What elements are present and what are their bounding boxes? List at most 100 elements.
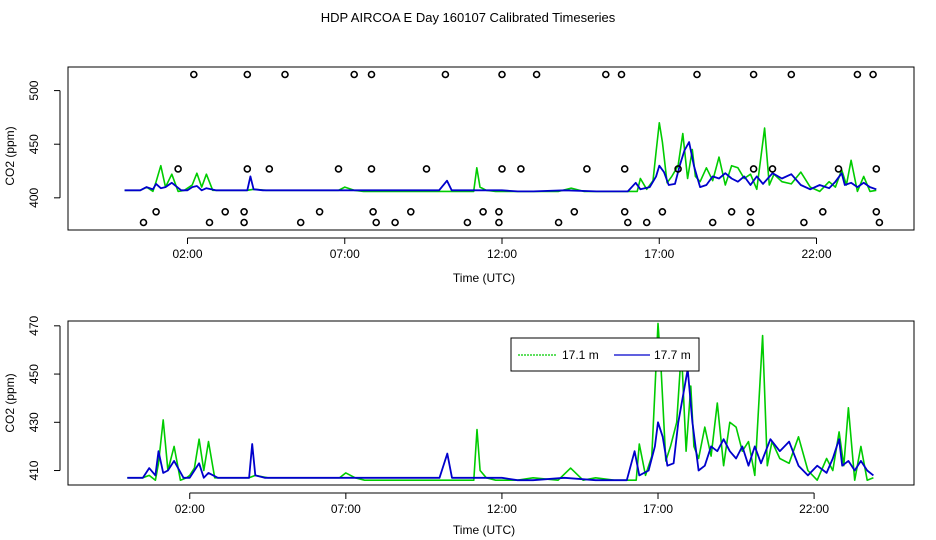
top-marker-point	[174, 165, 182, 173]
top-marker-point	[658, 208, 667, 216]
top-marker-point	[372, 218, 381, 227]
top-marker-point	[746, 208, 755, 216]
top-marker-point	[139, 218, 148, 227]
top-marker-point	[749, 165, 758, 173]
bottom-x-tick-label: 07:00	[331, 502, 361, 516]
top-y-tick-label: 450	[27, 134, 41, 154]
top-marker-point	[853, 70, 862, 79]
top-marker-point	[190, 70, 198, 79]
bottom-y-tick-label: 410	[27, 460, 41, 480]
top-y-tick-label: 500	[27, 80, 41, 100]
top-marker-point	[315, 208, 324, 216]
top-marker-point	[601, 70, 610, 79]
top-marker-point	[818, 208, 827, 216]
bottom-y-tick-label: 450	[27, 364, 41, 384]
top-marker-point	[350, 70, 359, 79]
top-marker-point	[495, 208, 503, 216]
top-marker-point	[281, 70, 289, 79]
top-marker-point	[221, 208, 229, 216]
top-marker-point	[768, 165, 777, 173]
top-marker-point	[869, 70, 877, 79]
top-markers-group	[139, 70, 884, 227]
top-marker-point	[334, 165, 343, 173]
bottom-y-tick-label: 470	[27, 315, 41, 335]
bottom-y-axis: 410 430 450 470	[27, 315, 61, 481]
top-marker-point	[570, 208, 579, 216]
top-marker-point	[617, 70, 626, 79]
top-marker-point	[498, 165, 506, 173]
top-marker-point	[243, 165, 252, 173]
bottom-panel: 02:00 07:00 12:00 17:00 22:00 410 430 450 470 T…	[3, 315, 915, 537]
top-y-tick-label: 400	[27, 187, 41, 207]
bottom-x-tick-label: 17:00	[643, 502, 673, 516]
top-marker-point	[787, 70, 796, 79]
top-y-axis: 400 450 500	[27, 80, 61, 208]
legend: 17.1 m 17.7 m	[510, 337, 700, 372]
top-marker-point	[498, 70, 506, 79]
legend-label-series-1: 17.1 m	[562, 348, 599, 362]
top-x-axis: 02:00 07:00 12:00 17:00 22:00	[172, 237, 832, 261]
bottom-y-axis-label: CO2 (ppm)	[3, 373, 17, 432]
top-marker-point	[583, 165, 591, 173]
top-marker-point	[495, 218, 503, 227]
figure-title: HDP AIRCOA E Day 160107 Calibrated Times…	[321, 10, 616, 25]
bottom-x-tick-label: 22:00	[799, 502, 829, 516]
top-marker-point	[746, 218, 755, 227]
bottom-plot-frame	[67, 320, 915, 486]
bottom-x-tick-label: 02:00	[175, 502, 205, 516]
top-marker-point	[406, 208, 415, 216]
bottom-x-axis: 02:00 07:00 12:00 17:00 22:00	[175, 492, 829, 516]
bottom-x-axis-label: Time (UTC)	[453, 523, 515, 537]
top-plot-frame	[67, 66, 915, 231]
top-marker-point	[240, 218, 248, 227]
bottom-x-tick-label: 12:00	[487, 502, 517, 516]
bottom-y-tick-label: 430	[27, 412, 41, 432]
top-marker-point	[554, 218, 563, 227]
top-series-2-line	[124, 141, 877, 193]
top-marker-point	[532, 70, 541, 79]
top-y-axis-label: CO2 (ppm)	[3, 126, 17, 185]
top-marker-point	[727, 208, 736, 216]
legend-label-series-2: 17.7 m	[654, 348, 691, 362]
top-marker-point	[620, 208, 629, 216]
top-x-axis-label: Time (UTC)	[453, 271, 515, 285]
bottom-series-2-line	[127, 368, 874, 482]
top-marker-point	[708, 218, 717, 227]
top-marker-point	[243, 70, 252, 79]
top-panel: 02:00 07:00 12:00 17:00 22:00 400 450 500 Time…	[3, 66, 915, 285]
top-x-tick-label: 12:00	[487, 247, 517, 261]
top-marker-point	[205, 218, 214, 227]
top-marker-point	[674, 165, 682, 173]
top-marker-point	[623, 218, 632, 227]
top-marker-point	[834, 165, 843, 173]
top-marker-point	[391, 218, 399, 227]
top-marker-point	[240, 208, 248, 216]
top-series-group	[124, 122, 877, 193]
top-x-tick-label: 22:00	[801, 247, 831, 261]
top-series-1-line	[124, 122, 877, 193]
top-marker-point	[367, 70, 376, 79]
bottom-series-1-line	[127, 322, 874, 482]
top-marker-point	[875, 218, 884, 227]
bottom-series-group	[127, 322, 874, 482]
top-x-tick-label: 02:00	[172, 247, 202, 261]
top-marker-point	[800, 218, 808, 227]
top-marker-point	[693, 70, 701, 79]
top-marker-point	[422, 165, 431, 173]
top-marker-point	[479, 208, 487, 216]
top-marker-point	[367, 165, 376, 173]
top-marker-point	[296, 218, 305, 227]
top-marker-point	[749, 70, 758, 79]
top-marker-point	[265, 165, 274, 173]
top-marker-point	[369, 208, 377, 216]
top-marker-point	[872, 165, 881, 173]
top-x-tick-label: 07:00	[330, 247, 360, 261]
top-marker-point	[620, 165, 629, 173]
top-marker-point	[441, 70, 450, 79]
top-marker-point	[517, 165, 525, 173]
top-marker-point	[463, 218, 472, 227]
top-x-tick-label: 17:00	[644, 247, 674, 261]
top-marker-point	[872, 208, 881, 216]
top-marker-point	[642, 218, 651, 227]
